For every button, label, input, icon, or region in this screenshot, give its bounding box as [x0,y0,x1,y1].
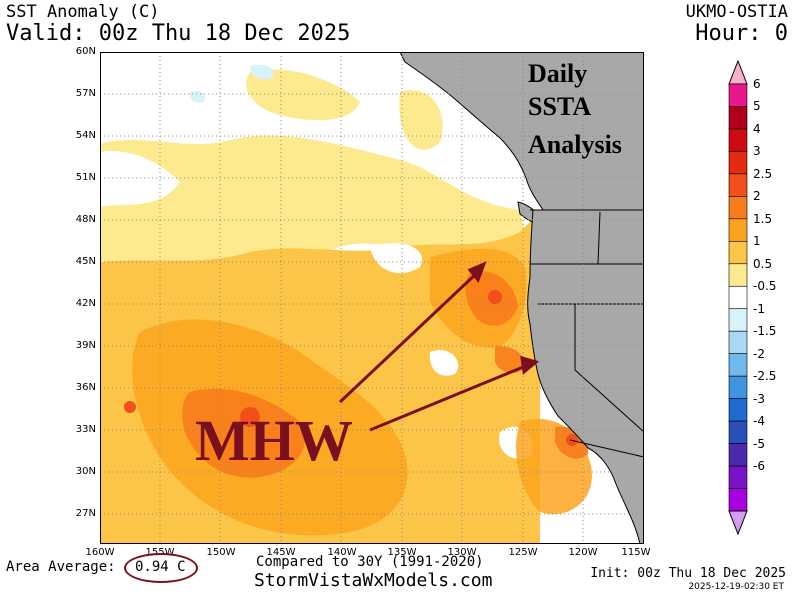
colorbar-label: -2 [753,346,765,361]
colorbar-label: 1 [753,234,761,249]
colorbar-label: 1.5 [753,211,773,226]
lat-tick: 27N [75,508,96,519]
colorbar-label: -5 [753,436,765,451]
colorbar-bottom-cap [728,510,748,535]
lon-tick: 135W [387,547,417,558]
issued-timestamp: 2025-12-19-02:30 ET [688,582,784,592]
area-average-label: Area Average: [6,559,116,575]
colorbar-label: 4 [753,121,761,136]
colorbar-label: -4 [753,414,765,429]
lon-tick: 140W [327,547,357,558]
lon-tick: 150W [206,547,236,558]
colorbar-segment [728,308,748,332]
colorbar-segment [728,151,748,175]
colorbar-segment [728,218,748,242]
model-name: UKMO-OSTIA [685,2,788,22]
colorbar-segment [728,106,748,130]
lat-tick: 36N [75,382,96,393]
site-credit: StormVistaWxModels.com [254,570,493,591]
lat-lon-grid [100,52,644,544]
lon-tick: 115W [621,547,651,558]
colorbar-segment [728,330,748,354]
area-average-highlight-ring [124,553,198,583]
colorbar-label: -1 [753,301,765,316]
mhw-arrows [338,261,540,432]
init-time: Init: 00z Thu 18 Dec 2025 [590,566,786,581]
colorbar-label: 0.5 [753,256,773,271]
colorbar-segment [728,375,748,399]
colorbar-label: 6 [753,77,761,91]
colorbar-label: -0.5 [753,279,777,294]
anomaly-colorbar [728,60,748,535]
climatology-note: Compared to 30Y (1991-2020) [256,554,484,570]
colorbar-segment [728,398,748,422]
lat-tick: 54N [75,130,96,141]
valid-time: Valid: 00z Thu 18 Dec 2025 [6,21,351,46]
lat-tick: 39N [75,340,96,351]
colorbar-segment [728,285,748,310]
lon-tick: 130W [447,547,477,558]
colorbar-label: 3 [753,144,761,159]
colorbar-segment [728,488,748,512]
colorbar-label: -3 [753,391,765,406]
colorbar-label: -1.5 [753,324,777,339]
colorbar-segment [728,196,748,220]
sst-anomaly-map: MHW Daily SSTA Analysis [100,52,644,544]
lon-tick: 160W [85,547,115,558]
colorbar-label: 2 [753,189,761,204]
lat-tick: 45N [75,256,96,267]
lat-tick: 33N [75,424,96,435]
map-title: SST Anomaly (C) [6,2,160,22]
lon-tick: 145W [266,547,296,558]
lat-tick: 60N [75,46,96,57]
anomaly-fields [100,52,592,544]
forecast-hour: Hour: 0 [695,21,788,46]
colorbar-label: -6 [753,459,765,474]
annotation-line-2: SSTA [528,92,591,121]
mhw-label: MHW [195,408,353,473]
lon-tick: 120W [568,547,598,558]
colorbar-label: -2.5 [753,369,777,384]
colorbar-segment [728,83,748,107]
lat-tick: 48N [75,214,96,225]
analysis-annotation: Daily SSTA Analysis [528,59,622,159]
lat-tick: 57N [75,88,96,99]
colorbar-label: 5 [753,99,761,114]
colorbar-segment [728,263,748,287]
map-frame [100,52,644,544]
state-borders [530,209,644,458]
colorbar-segment [728,241,748,265]
lon-tick: 125W [508,547,538,558]
colorbar-segment [728,465,748,489]
annotation-line-1: Daily [528,59,587,88]
lat-tick: 30N [75,466,96,477]
lat-tick: 42N [75,298,96,309]
colorbar-segment [728,173,748,197]
colorbar-segment [728,420,748,444]
colorbar-segment [728,128,748,152]
colorbar-top-cap [728,60,748,85]
colorbar-label: 2.5 [753,166,773,181]
lat-tick: 51N [75,172,96,183]
annotation-line-3: Analysis [528,130,622,159]
colorbar-segment [728,443,748,467]
colorbar-segment [728,353,748,377]
